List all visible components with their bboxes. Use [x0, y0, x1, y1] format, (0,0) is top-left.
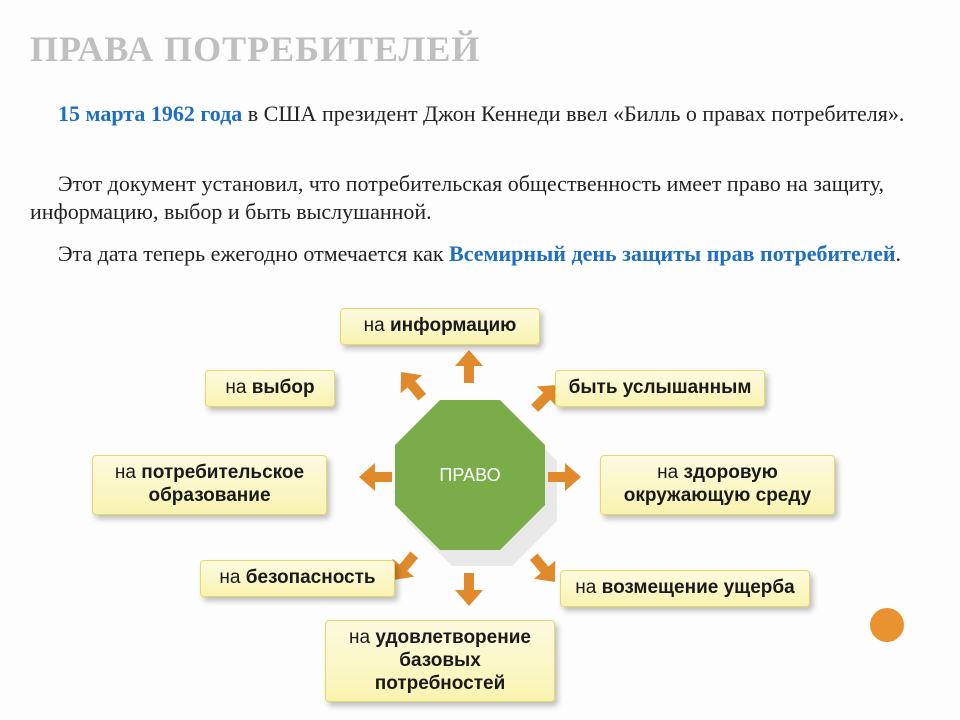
box-prefix: на: [575, 577, 601, 598]
box-prefix: на: [225, 377, 251, 398]
box-prefix: на: [349, 627, 375, 648]
date-highlight: 15 марта 1962 года: [58, 101, 242, 126]
box-bold: потребительское образование: [141, 462, 304, 506]
page-title: ПРАВА ПОТРЕБИТЕЛЕЙ: [30, 28, 480, 70]
p3-pre: Эта дата теперь ежегодно отмечается как: [58, 241, 449, 266]
box-bold: удовлетворение базовых потребностей: [375, 627, 531, 694]
right-box-choice: на выбор: [205, 370, 335, 407]
right-box-info: на информацию: [340, 308, 540, 345]
p1-text: в США президент Джон Кеннеди ввел «Билль…: [242, 101, 904, 126]
box-prefix: на: [219, 567, 245, 588]
box-bold: возмещение ущерба: [602, 577, 795, 598]
right-box-compens: на возмещение ущерба: [560, 570, 810, 607]
right-box-edu: на потребительское образование: [92, 455, 327, 515]
box-prefix: на: [115, 462, 141, 483]
box-bold: выбор: [252, 377, 315, 398]
center-octagon: ПРАВО: [395, 400, 545, 550]
right-box-needs: на удовлетворение базовых потребностей: [325, 620, 555, 702]
paragraph-1: 15 марта 1962 года в США президент Джон …: [30, 100, 930, 128]
rights-diagram: ПРАВОна информациюна выборбыть услышанны…: [0, 300, 960, 720]
right-box-heard: быть услышанным: [555, 370, 765, 407]
box-prefix: на: [657, 462, 683, 483]
paragraph-3: Эта дата теперь ежегодно отмечается как …: [30, 240, 930, 268]
box-bold: быть услышанным: [569, 377, 752, 398]
arrow-7: [455, 572, 483, 606]
box-bold: безопасность: [246, 567, 376, 588]
arrow-0: [455, 350, 483, 384]
box-bold: информацию: [390, 315, 516, 336]
box-bold: здоровую окружающую среду: [624, 462, 811, 506]
decorative-dot: [870, 608, 904, 642]
arrow-3: [359, 463, 393, 491]
box-prefix: на: [364, 315, 390, 336]
right-box-env: на здоровую окружающую среду: [600, 455, 835, 515]
arrow-4: [547, 463, 581, 491]
right-box-safety: на безопасность: [200, 560, 395, 597]
arrow-1: [390, 363, 433, 407]
p3-highlight: Всемирный день защиты прав потребителей: [449, 241, 895, 266]
p3-post: .: [896, 241, 902, 266]
paragraph-2: Этот документ установил, что потребитель…: [30, 170, 930, 225]
